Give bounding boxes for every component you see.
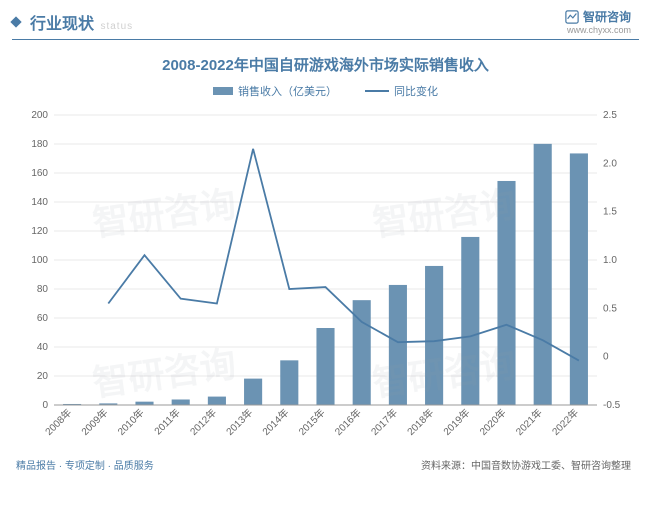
svg-text:1.5: 1.5 [603,207,617,218]
x-tick-label: 2021年 [513,406,545,438]
bar [570,153,588,405]
svg-text:20: 20 [37,371,49,382]
legend-bar-swatch [213,87,233,95]
svg-text:80: 80 [37,284,49,295]
bar [534,144,552,405]
legend-line-swatch [365,90,389,92]
bar [135,402,153,405]
header-right: 智研咨询 www.chyxx.com [565,8,631,35]
bar [497,181,515,405]
x-tick-label: 2017年 [368,406,400,438]
legend-line-item: 同比变化 [365,83,438,99]
svg-text:140: 140 [31,197,48,208]
svg-text:40: 40 [37,342,49,353]
header-title: 行业现状 [30,16,94,33]
x-tick-label: 2022年 [549,406,581,438]
svg-text:-0.5: -0.5 [603,400,621,411]
chart-svg: 0 20 40 60 80 100 120 140 160 180 200 -0.5 0 0.5 1.0 1.… [12,105,639,455]
brand-row: 智研咨询 [565,8,631,25]
x-tick-label: 2014年 [259,406,291,438]
bar [316,328,334,405]
x-tick-label: 2012年 [187,406,219,438]
bar [461,237,479,405]
svg-text:1.0: 1.0 [603,255,617,266]
x-tick-label: 2016年 [332,406,364,438]
svg-text:100: 100 [31,255,48,266]
brand-text: 智研咨询 [583,8,631,25]
chart-title: 2008-2022年中国自研游戏海外市场实际销售收入 [0,54,651,75]
svg-text:0: 0 [42,400,48,411]
x-tick-label: 2011年 [151,406,182,437]
x-tick-label: 2013年 [223,406,255,438]
bar [425,266,443,405]
brand-icon [565,10,579,24]
header-divider [12,39,639,40]
svg-text:160: 160 [31,168,48,179]
header-bar: 行业现状 status 智研咨询 www.chyxx.com [0,0,651,39]
x-tick-label: 2018年 [404,406,436,438]
bar [172,399,190,405]
header-left: 行业现状 status [12,10,133,34]
svg-text:0: 0 [603,352,609,363]
header-subtitle: status [100,21,133,32]
svg-text:180: 180 [31,139,48,150]
chart-area: 智研咨询 智研咨询 智研咨询 智研咨询 02040608010012014016… [12,105,639,455]
footer-right: 资料来源：中国音数协游戏工委、智研咨询整理 [421,457,631,472]
bar [244,379,262,405]
svg-text:2.0: 2.0 [603,158,617,169]
svg-text:0.5: 0.5 [603,303,617,314]
bar [389,285,407,405]
svg-text:2.5: 2.5 [603,110,617,121]
chart-legend: 销售收入（亿美元） 同比变化 [0,83,651,99]
footer: 精品报告 · 专项定制 · 品质服务 资料来源：中国音数协游戏工委、智研咨询整理 [0,455,651,478]
footer-left: 精品报告 · 专项定制 · 品质服务 [16,457,154,472]
legend-bar-item: 销售收入（亿美元） [213,83,337,99]
legend-bar-label: 销售收入（亿美元） [238,83,337,99]
x-tick-label: 2020年 [477,406,509,438]
x-tick-label: 2019年 [440,406,472,438]
svg-text:60: 60 [37,313,49,324]
svg-text:120: 120 [31,226,48,237]
bar [208,397,226,405]
legend-line-label: 同比变化 [394,83,438,99]
bar [280,360,298,405]
x-tick-label: 2009年 [78,406,110,438]
brand-url: www.chyxx.com [565,25,631,35]
svg-text:200: 200 [31,110,48,121]
x-tick-label: 2015年 [296,406,328,438]
diamond-icon [10,16,21,27]
x-tick-label: 2010年 [115,406,147,438]
